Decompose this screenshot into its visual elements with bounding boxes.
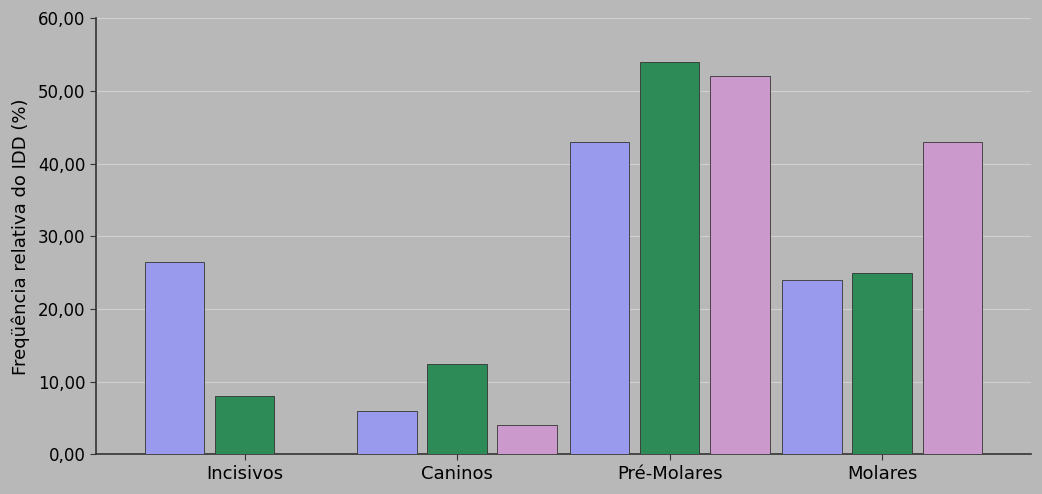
Y-axis label: Freqüência relativa do IDD (%): Freqüência relativa do IDD (%) xyxy=(11,98,29,374)
Bar xyxy=(497,425,557,454)
Bar xyxy=(922,142,982,454)
Bar xyxy=(427,364,487,454)
Bar xyxy=(852,273,912,454)
Bar xyxy=(570,142,629,454)
Bar xyxy=(710,76,769,454)
Bar xyxy=(357,411,417,454)
Bar xyxy=(640,62,699,454)
Bar xyxy=(215,396,274,454)
Bar xyxy=(783,280,842,454)
Bar xyxy=(145,262,204,454)
